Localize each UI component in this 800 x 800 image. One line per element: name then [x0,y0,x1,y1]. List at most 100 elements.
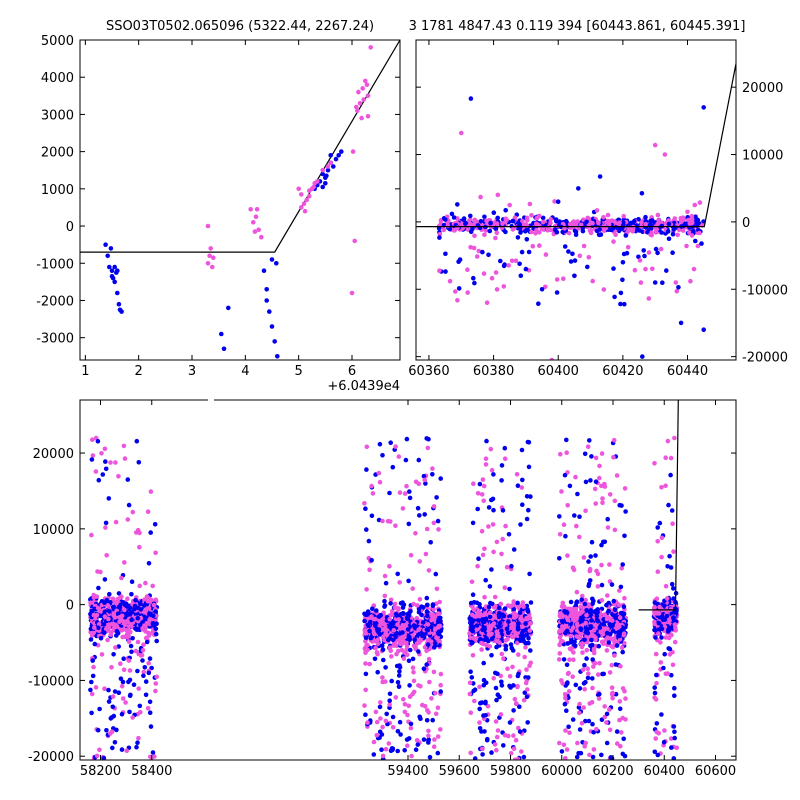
bottom-tail-point-blue [143,692,149,698]
bottom-point-blue [508,642,514,647]
bottom-point-blue [128,643,134,649]
bottom-point-blue [486,604,492,610]
bottom-tail-point-blue [669,508,675,513]
bottom-tail-point-blue [438,689,444,694]
bottom-tail-point-pink [471,636,477,641]
top-right-outlier-blue [701,105,706,110]
bottom-point-pink [578,631,584,637]
top-right-outlier-pink [594,208,600,213]
top-right-point-blue [694,223,699,228]
bottom-tail-point-blue [430,472,435,477]
top-right-outlier-pink [484,300,490,306]
bottom-point-pink [491,621,497,626]
bottom-tail-point-blue [395,729,401,734]
bottom-tail-point-pink [571,650,576,655]
bottom-point-pink [102,614,108,619]
bottom-tail-point-pink [423,551,429,557]
bottom-tail-point-blue [472,687,478,692]
top-left-point-pink [207,253,212,259]
bottom-point-pink [144,606,150,612]
bottom-tail-point-pink [665,438,671,444]
bottom-point-blue [424,595,430,601]
bottom-tail-point-pink [122,560,127,565]
bottom-tail-point-pink [658,660,664,665]
bottom-point-blue [382,603,388,608]
bottom-tail-point-pink [488,446,494,452]
bottom-tail-point-pink [150,583,155,589]
bottom-tail-point-pink [557,740,562,746]
top-right-point-pink [529,213,534,218]
bottom-tail-point-blue [507,586,512,592]
bottom-tail-point-pink [573,474,578,480]
bottom-tail-point-pink [138,709,143,715]
bottom-point-pink [505,636,510,642]
bottom-point-pink [119,594,124,599]
bottom-point-pink [135,639,141,645]
bottom-point-blue [568,599,574,605]
top-right-point-pink [686,217,691,223]
bottom-point-blue [380,647,386,652]
bottom-tail-point-pink [386,741,392,746]
bottom-tail-point-pink [595,672,601,677]
bottom-tail-point-blue [586,559,591,564]
bottom-tail-point-blue [489,750,494,755]
bottom-tail-point-pink [380,627,386,632]
top-right-point-pink [655,212,661,218]
bottom-tail-point-pink [605,525,611,530]
bottom-tail-point-blue [363,712,368,717]
bottom-tail-point-pink [618,743,623,749]
bottom-tail-point-blue [479,700,485,705]
bottom-tail-point-pink [599,451,605,456]
bottom-tail-point-pink [400,506,406,511]
bottom-point-pink [617,624,622,629]
top-left-y-tick-label: 3000 [41,108,74,123]
bottom-tail-point-pink [604,720,609,725]
bottom-tail-point-blue [623,509,628,514]
top-left-point-blue [112,264,117,270]
bottom-tail-point-blue [521,754,527,760]
top-right-point-blue [503,208,509,213]
bottom-tail-point-blue [591,729,596,735]
bottom-tail-point-pink [89,691,95,697]
top-right-point-blue [487,228,493,234]
bottom-point-blue [362,618,367,624]
bottom-point-pink [605,593,610,598]
bottom-tail-point-blue [152,522,158,527]
bottom-tail-point-pink [383,718,389,724]
top-right-point-blue [468,213,473,219]
bottom-tail-point-pink [508,751,514,756]
bottom-tail-point-blue [585,675,591,681]
bottom-point-pink [388,597,394,603]
top-right-point-blue [639,191,645,196]
bottom-tail-point-pink [576,710,582,716]
bottom-tail-point-blue [601,671,606,677]
bottom-tail-point-blue [375,669,381,675]
bottom-tail-point-blue [424,718,430,723]
bottom-tail-point-blue [379,747,384,752]
bottom-tail-point-blue [526,675,531,680]
bottom-point-pink [511,621,516,626]
bottom-tail-point-blue [672,729,677,735]
top-right-point-blue [570,251,575,257]
bottom-tail-point-pink [491,676,497,681]
bottom-tail-point-blue [434,495,439,500]
bottom-tail-point-blue [428,540,434,545]
top-right-point-pink [586,254,592,260]
bottom-tail-point-blue [96,625,101,631]
bottom-point-blue [511,606,516,612]
bottom-tail-point-pink [609,662,615,668]
bottom-tail-point-pink [587,568,593,574]
bottom-point-blue [523,621,528,626]
bottom-tail-point-blue [524,494,530,499]
top-left-point-pink [365,93,371,99]
top-right-point-blue [455,202,460,207]
bottom-point-pink [143,635,149,641]
bottom-tail-point-blue [604,740,610,746]
bottom-tail-point-blue [88,687,93,693]
bottom-tail-point-pink [612,653,617,658]
bottom-tail-point-blue [366,538,372,544]
bottom-tail-point-pink [492,742,498,747]
top-right-point-pink [445,223,451,228]
top-right-point-pink [581,243,587,249]
